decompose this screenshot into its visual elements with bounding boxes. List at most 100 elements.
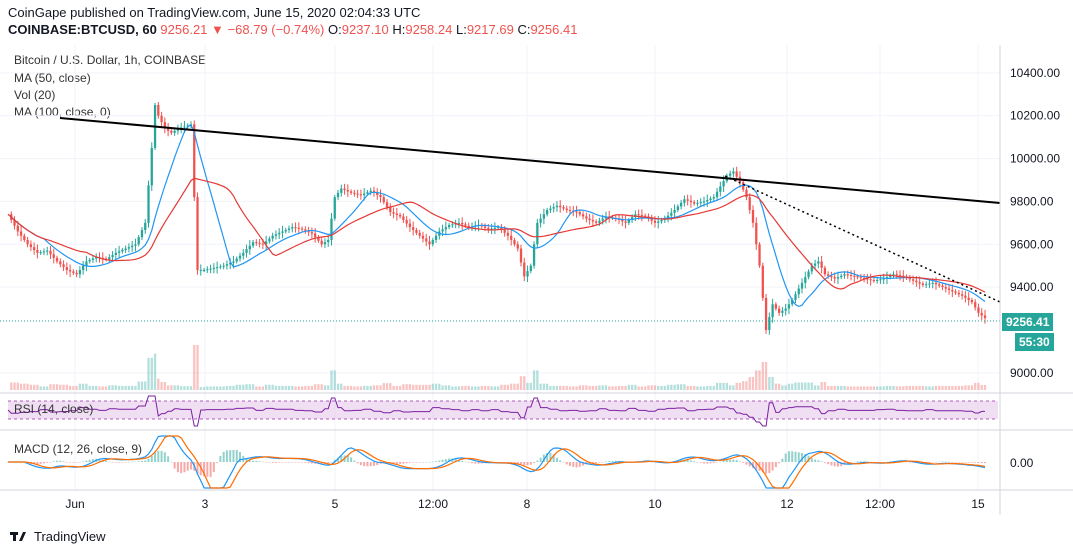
volume-bar (385, 383, 389, 390)
macd-hist-bar (203, 462, 206, 477)
volume-bar (879, 386, 882, 390)
candle-body (78, 270, 82, 275)
volume-bar (85, 383, 88, 390)
last-price-tag: 9256.41 (1002, 313, 1054, 331)
macd-hist-bar (173, 462, 176, 469)
candle-body (304, 229, 307, 231)
volume-bar (310, 385, 314, 390)
macd-hist-bar (428, 461, 431, 463)
volume-bar (562, 385, 565, 390)
candle-body (496, 227, 500, 229)
macd-hist-bar (601, 462, 604, 463)
volume-bar (235, 384, 238, 390)
macd-hist-bar (908, 462, 911, 463)
macd-hist-bar (761, 462, 764, 473)
candle-body (957, 292, 961, 295)
macd-hist-bar (278, 462, 281, 463)
low-value: 9217.69 (466, 22, 514, 37)
volume-bar (395, 385, 398, 390)
candle-body (568, 210, 572, 211)
volume-bar (307, 385, 310, 390)
candle-body (562, 207, 565, 209)
candle-body (709, 198, 712, 200)
macd-hist-bar (866, 461, 869, 463)
candle-body (898, 275, 902, 276)
macd-hist-bar (546, 452, 549, 462)
candle-body (915, 280, 918, 283)
volume-bar (68, 385, 72, 390)
macd-hist-bar (209, 462, 212, 478)
volume-bar (242, 384, 245, 390)
volume-bar (340, 383, 343, 390)
volume-bar (686, 385, 689, 390)
candle-body (506, 232, 510, 236)
macd-hist-bar (284, 462, 287, 463)
candle-body (359, 194, 363, 196)
legend-vol[interactable]: Vol (20) (14, 88, 56, 102)
candle-body (699, 202, 702, 204)
volume-bar (147, 357, 150, 390)
macd-hist-bar (265, 462, 268, 463)
candle-body (670, 212, 673, 216)
candle-body (346, 190, 349, 192)
volume-bar (245, 384, 248, 390)
macd-hist-bar (732, 459, 735, 462)
macd-hist-bar (448, 458, 451, 462)
volume-bar (382, 383, 385, 390)
volume-bar (552, 385, 555, 390)
candle-body (918, 282, 921, 284)
volume-bar (287, 385, 291, 390)
volume-bar (911, 385, 915, 390)
volume-bar (820, 382, 823, 390)
volume-bar (16, 382, 19, 390)
macd-hist-bar (330, 461, 333, 463)
legend-ma50[interactable]: MA (50, close) (14, 71, 91, 85)
macd-hist-bar (964, 462, 967, 463)
volume-bar (496, 386, 500, 390)
volume-bar (379, 385, 382, 390)
macd-hist-bar (954, 462, 957, 463)
candle-body (219, 266, 222, 268)
volume-bar (523, 376, 526, 390)
macd-hist-bar (823, 462, 826, 463)
volume-bar (166, 385, 170, 390)
candle-body (542, 214, 546, 219)
tradingview-footer[interactable]: TradingView (8, 528, 106, 544)
candle-body (529, 265, 532, 272)
macd-hist-bar (369, 462, 372, 467)
macd-hist-bar (565, 462, 568, 465)
rsi-band (8, 401, 998, 419)
candle-body (464, 224, 467, 226)
volume-bar (764, 362, 768, 390)
macd-hist-bar (121, 462, 124, 463)
volume-bar (10, 382, 13, 390)
candle-body (719, 186, 722, 192)
volume-bar (474, 386, 477, 390)
volume-bar (503, 384, 506, 390)
volume-bar (742, 381, 745, 390)
volume-bar (101, 386, 104, 390)
macd-hist-bar (291, 462, 294, 463)
candle-body (46, 250, 49, 252)
volume-bar (869, 386, 872, 390)
candle-body (389, 207, 392, 213)
candle-body (745, 189, 748, 198)
x-tick-label: 12 (780, 497, 794, 511)
candle-body (944, 287, 947, 289)
volume-bar (183, 386, 186, 390)
macd-hist-bar (807, 455, 810, 462)
volume-bar (771, 377, 774, 390)
macd-hist-bar (827, 462, 830, 465)
candle-body (882, 278, 885, 280)
macd-hist-bar (431, 461, 434, 463)
macd-hist-bar (562, 462, 565, 463)
candle-body (728, 173, 732, 176)
candle-body (287, 228, 291, 230)
candle-body (983, 315, 987, 318)
candles (10, 102, 987, 335)
macd-hist-bar (196, 462, 199, 475)
macd-hist-bar (748, 462, 751, 467)
candle-body (150, 147, 153, 186)
macd-hist-bar (134, 461, 137, 463)
